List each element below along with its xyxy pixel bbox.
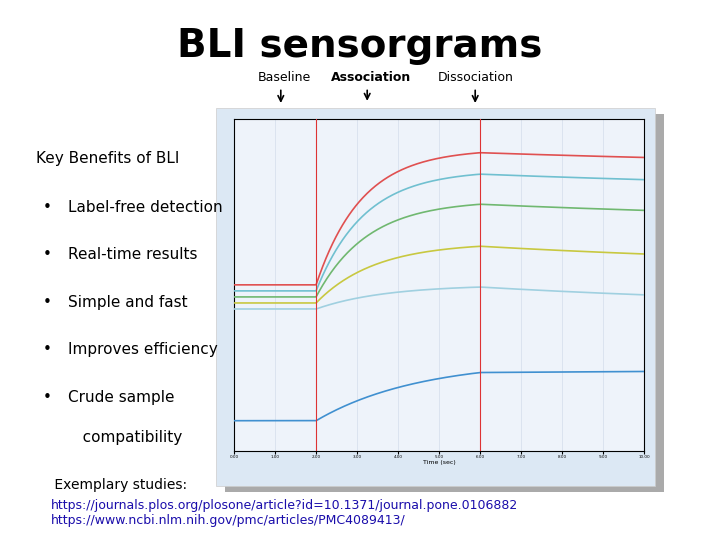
Text: https://www.ncbi.nlm.nih.gov/pmc/articles/PMC4089413/: https://www.ncbi.nlm.nih.gov/pmc/article… bbox=[50, 514, 405, 527]
Text: •: • bbox=[43, 342, 52, 357]
Text: •: • bbox=[43, 390, 52, 405]
X-axis label: Time (sec): Time (sec) bbox=[423, 461, 456, 465]
Text: Key Benefits of BLI: Key Benefits of BLI bbox=[36, 151, 179, 166]
Text: Exemplary studies:: Exemplary studies: bbox=[50, 478, 187, 492]
Bar bbox=[225, 114, 664, 492]
Bar bbox=[216, 108, 655, 486]
Text: https://journals.plos.org/plosone/article?id=10.1371/journal.pone.0106882: https://journals.plos.org/plosone/articl… bbox=[50, 500, 518, 512]
Text: Crude sample: Crude sample bbox=[68, 390, 175, 405]
Text: •: • bbox=[43, 200, 52, 215]
Text: •: • bbox=[43, 247, 52, 262]
Text: Baseline: Baseline bbox=[258, 71, 311, 84]
Text: compatibility: compatibility bbox=[68, 430, 183, 445]
Text: •: • bbox=[43, 295, 52, 310]
Text: Improves efficiency: Improves efficiency bbox=[68, 342, 218, 357]
Text: Association: Association bbox=[330, 71, 411, 84]
Text: Dissociation: Dissociation bbox=[437, 71, 513, 84]
Text: Real-time results: Real-time results bbox=[68, 247, 198, 262]
Text: Label-free detection: Label-free detection bbox=[68, 200, 223, 215]
Text: BLI sensorgrams: BLI sensorgrams bbox=[177, 27, 543, 65]
Text: Simple and fast: Simple and fast bbox=[68, 295, 188, 310]
